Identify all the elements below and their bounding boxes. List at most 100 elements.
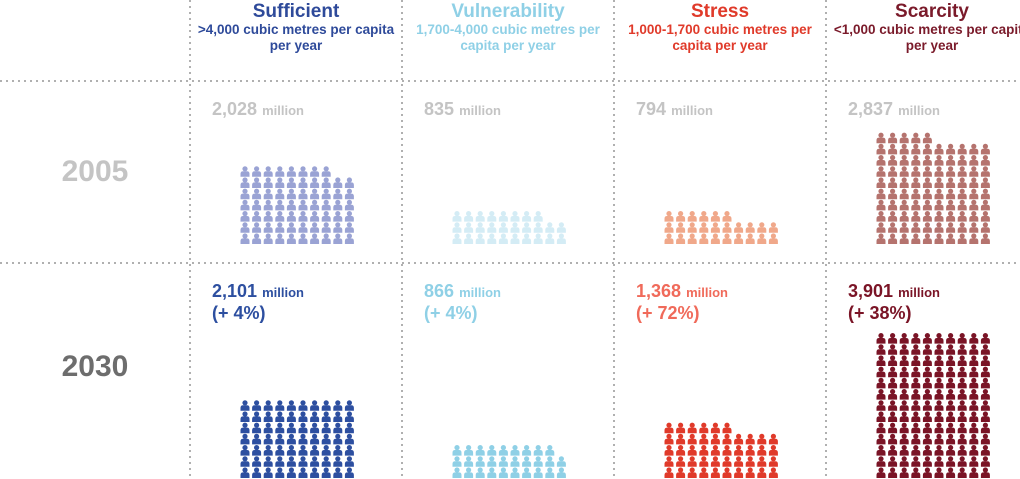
head — [277, 422, 283, 428]
person-icon — [969, 377, 979, 389]
body — [676, 461, 686, 467]
body — [876, 160, 886, 166]
person-icon — [957, 422, 967, 434]
head — [959, 155, 965, 161]
head — [901, 433, 907, 439]
body — [876, 382, 886, 389]
head — [288, 222, 294, 228]
body — [969, 216, 979, 222]
body — [699, 238, 709, 244]
body — [934, 160, 944, 166]
body — [911, 438, 921, 445]
person-icon — [969, 177, 979, 188]
value: 1,368 — [636, 281, 682, 301]
body — [969, 371, 979, 378]
body — [957, 405, 967, 411]
body — [922, 472, 932, 478]
person-icon — [522, 445, 532, 456]
head — [936, 333, 942, 339]
body — [321, 193, 331, 200]
body — [899, 338, 909, 344]
body — [922, 461, 932, 467]
head — [312, 199, 318, 205]
head — [701, 222, 707, 228]
cell-value: 1,368 million (+ 72%) — [636, 281, 728, 323]
head — [265, 233, 271, 239]
head — [678, 222, 684, 228]
change: (+ 38%) — [848, 303, 912, 323]
value-line: 1,368 million — [636, 281, 728, 303]
person-icon — [888, 355, 898, 366]
body — [263, 171, 273, 177]
head — [312, 222, 318, 228]
head — [701, 467, 707, 473]
body — [333, 438, 343, 445]
body — [946, 338, 956, 344]
body — [275, 238, 285, 244]
body — [957, 427, 967, 434]
head — [913, 389, 919, 395]
unit: million — [459, 103, 501, 118]
head — [901, 366, 907, 372]
head — [512, 211, 518, 217]
body — [252, 216, 262, 222]
head — [277, 433, 283, 439]
body — [310, 427, 320, 434]
body — [263, 461, 273, 467]
head — [265, 400, 271, 406]
body — [957, 160, 967, 166]
body — [676, 472, 686, 478]
body — [922, 171, 932, 177]
body — [676, 227, 686, 233]
person-icon — [263, 456, 273, 467]
column-description: 1,000-1,700 cubic metres per capita per … — [628, 22, 812, 53]
head — [547, 456, 553, 462]
body — [969, 349, 979, 355]
head — [346, 422, 352, 428]
body — [980, 193, 990, 200]
person-icon — [286, 422, 296, 434]
body — [333, 450, 343, 456]
person-icon — [333, 411, 343, 422]
head — [901, 355, 907, 361]
body — [946, 472, 956, 478]
body — [475, 227, 485, 233]
head — [971, 411, 977, 417]
head — [982, 211, 989, 217]
person-icon — [757, 222, 767, 233]
person-icon — [911, 445, 921, 456]
person-icon — [946, 366, 956, 378]
person-icon — [980, 422, 990, 434]
person-icon — [344, 177, 354, 188]
head — [936, 155, 942, 161]
body — [452, 450, 462, 456]
person-icon — [888, 166, 898, 177]
person-icon — [263, 166, 273, 177]
person-icon — [768, 222, 778, 233]
person-icon — [876, 377, 886, 389]
person-icon — [310, 188, 320, 200]
body — [240, 227, 250, 233]
person-icon — [911, 433, 921, 445]
body — [946, 461, 956, 467]
body — [263, 216, 273, 222]
body — [888, 204, 898, 211]
person-icon — [298, 411, 308, 422]
body — [252, 416, 262, 422]
person-icon — [768, 456, 778, 467]
person-icon — [980, 143, 990, 155]
body — [286, 182, 296, 188]
body — [321, 227, 331, 233]
head — [277, 411, 283, 417]
head — [913, 199, 919, 205]
person-icon — [498, 233, 508, 244]
person-icon — [922, 333, 932, 344]
person-icon — [699, 211, 709, 222]
person-icon — [922, 222, 932, 233]
body — [876, 204, 886, 211]
person-icon — [344, 400, 354, 411]
person-icon — [286, 211, 296, 222]
head — [242, 411, 248, 417]
person-icon — [699, 433, 709, 445]
pictogram — [876, 333, 990, 478]
